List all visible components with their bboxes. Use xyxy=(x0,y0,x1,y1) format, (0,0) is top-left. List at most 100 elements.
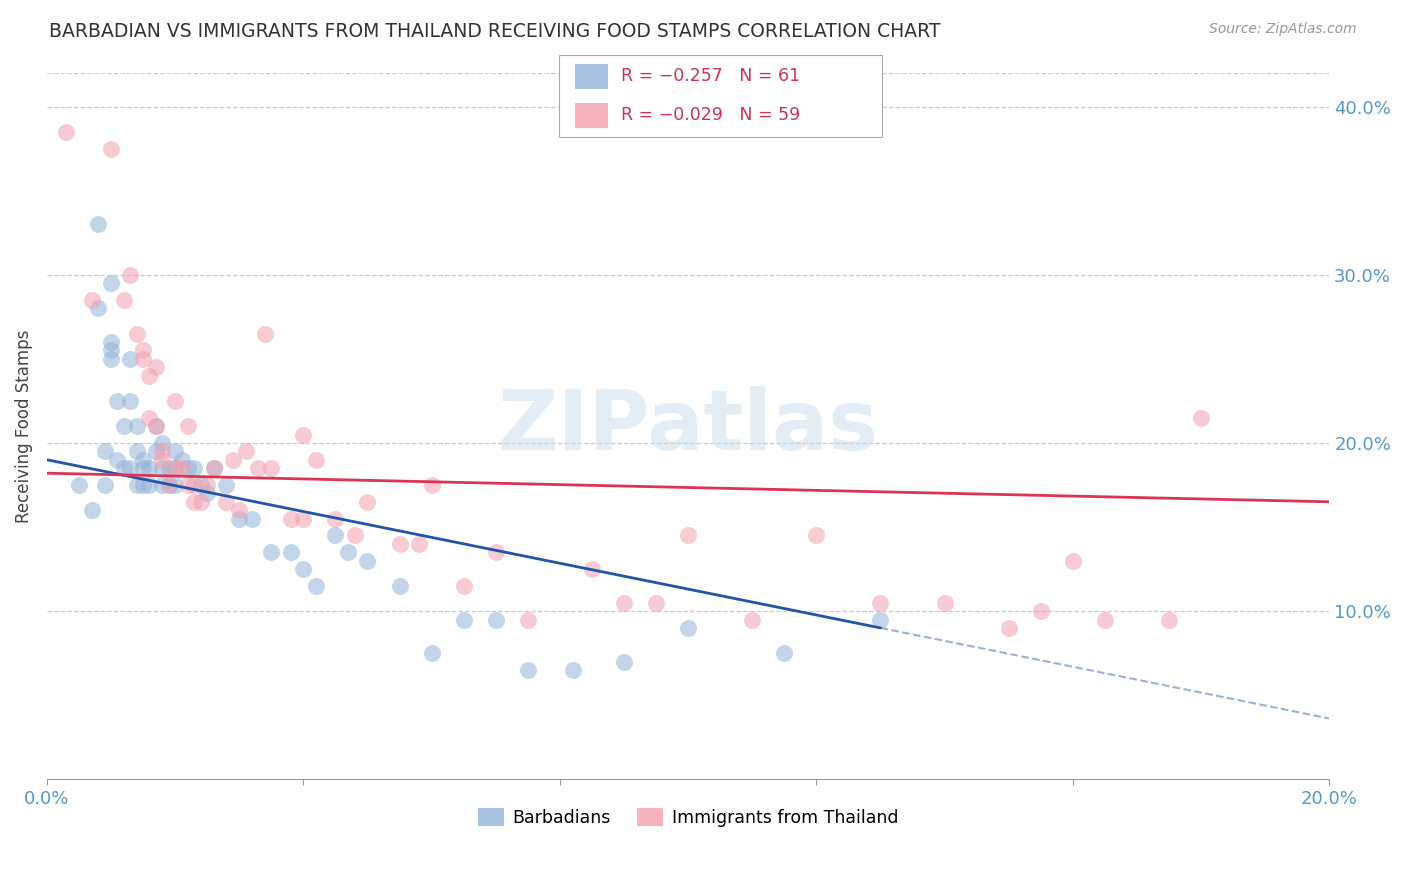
Point xyxy=(93,478,115,492)
Point xyxy=(100,343,122,358)
Point xyxy=(934,596,956,610)
Point xyxy=(150,436,173,450)
Point xyxy=(773,646,796,660)
Point xyxy=(215,495,238,509)
Point xyxy=(80,503,103,517)
Point xyxy=(485,545,508,559)
Point xyxy=(388,579,411,593)
Point xyxy=(132,351,155,366)
Point xyxy=(388,537,411,551)
Point xyxy=(177,419,200,434)
Text: Source: ZipAtlas.com: Source: ZipAtlas.com xyxy=(1209,22,1357,37)
Point xyxy=(138,461,160,475)
Point xyxy=(165,461,187,475)
Point xyxy=(112,461,135,475)
Point xyxy=(240,511,263,525)
Point xyxy=(125,478,148,492)
Point xyxy=(100,142,122,156)
Point xyxy=(305,452,328,467)
Point xyxy=(260,545,283,559)
Point xyxy=(132,461,155,475)
Point xyxy=(157,461,180,475)
Point xyxy=(165,461,187,475)
Point xyxy=(100,351,122,366)
Point xyxy=(157,478,180,492)
Point xyxy=(1189,410,1212,425)
Point xyxy=(150,444,173,458)
Point xyxy=(337,545,360,559)
Point xyxy=(1029,604,1052,618)
Point xyxy=(561,663,583,677)
Point xyxy=(170,461,193,475)
Point xyxy=(165,444,187,458)
Point xyxy=(305,579,328,593)
Point xyxy=(613,596,636,610)
Point xyxy=(292,511,315,525)
Point xyxy=(215,478,238,492)
Point xyxy=(806,528,828,542)
Legend: Barbadians, Immigrants from Thailand: Barbadians, Immigrants from Thailand xyxy=(471,802,905,834)
Text: BARBADIAN VS IMMIGRANTS FROM THAILAND RECEIVING FOOD STAMPS CORRELATION CHART: BARBADIAN VS IMMIGRANTS FROM THAILAND RE… xyxy=(49,22,941,41)
Point xyxy=(157,478,180,492)
Text: R = −0.257   N = 61: R = −0.257 N = 61 xyxy=(621,68,800,86)
Point xyxy=(138,478,160,492)
Bar xyxy=(575,103,609,128)
Point xyxy=(356,495,378,509)
Point xyxy=(125,444,148,458)
Point xyxy=(869,596,891,610)
Point xyxy=(228,511,250,525)
Point xyxy=(325,511,347,525)
Point xyxy=(253,326,276,341)
Point xyxy=(676,528,699,542)
Point xyxy=(613,655,636,669)
Point xyxy=(138,368,160,383)
Point xyxy=(1062,554,1084,568)
Point xyxy=(67,478,90,492)
Y-axis label: Receiving Food Stamps: Receiving Food Stamps xyxy=(15,329,32,523)
Point xyxy=(177,478,200,492)
Point xyxy=(202,461,225,475)
Point xyxy=(125,326,148,341)
Bar xyxy=(575,63,609,89)
Point xyxy=(516,663,538,677)
Point xyxy=(325,528,347,542)
Point xyxy=(120,461,142,475)
Point xyxy=(145,419,167,434)
Point xyxy=(93,444,115,458)
Point xyxy=(453,579,475,593)
Point xyxy=(183,461,205,475)
Point xyxy=(280,511,302,525)
Point xyxy=(228,503,250,517)
Point xyxy=(1157,613,1180,627)
Point xyxy=(145,444,167,458)
Point xyxy=(247,461,270,475)
Point xyxy=(107,452,129,467)
Point xyxy=(420,478,443,492)
Point xyxy=(516,613,538,627)
Point xyxy=(125,419,148,434)
Point xyxy=(55,125,77,139)
Point xyxy=(138,410,160,425)
Point xyxy=(183,478,205,492)
Point xyxy=(132,478,155,492)
FancyBboxPatch shape xyxy=(558,55,883,136)
Point xyxy=(356,554,378,568)
Point xyxy=(112,419,135,434)
Point xyxy=(202,461,225,475)
Point xyxy=(645,596,668,610)
Point xyxy=(869,613,891,627)
Point xyxy=(195,478,218,492)
Point xyxy=(145,419,167,434)
Point xyxy=(165,393,187,408)
Point xyxy=(408,537,430,551)
Point xyxy=(150,461,173,475)
Text: R = −0.029   N = 59: R = −0.029 N = 59 xyxy=(621,106,800,124)
Point xyxy=(170,452,193,467)
Point xyxy=(87,301,110,316)
Point xyxy=(741,613,763,627)
Point xyxy=(112,293,135,307)
Point xyxy=(100,276,122,290)
Point xyxy=(485,613,508,627)
Point xyxy=(260,461,283,475)
Point xyxy=(150,478,173,492)
